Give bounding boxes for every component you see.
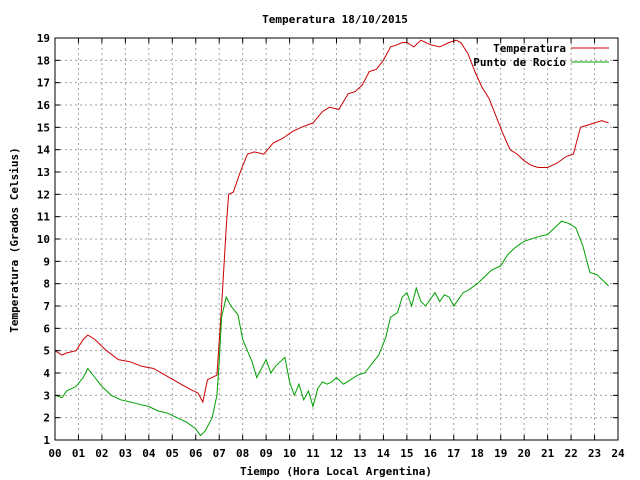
y-tick-label: 6 <box>43 322 50 335</box>
y-tick-label: 3 <box>43 389 50 402</box>
x-tick-label: 06 <box>189 447 203 460</box>
chart-title: Temperatura 18/10/2015 <box>262 13 408 26</box>
x-tick-label: 22 <box>564 447 577 460</box>
x-tick-label: 08 <box>236 447 249 460</box>
y-tick-label: 5 <box>43 345 50 358</box>
y-tick-label: 8 <box>43 278 50 291</box>
legend: Temperatura Punto de Rocío <box>473 42 609 69</box>
series-lines <box>54 39 609 437</box>
y-tick-label: 10 <box>37 233 50 246</box>
x-tick-label: 10 <box>283 447 296 460</box>
y-tick-label: 7 <box>43 300 50 313</box>
x-tick-label: 05 <box>166 447 179 460</box>
legend-label-temperatura: Temperatura <box>493 42 566 55</box>
x-tick-label: 07 <box>213 447 226 460</box>
x-tick-label: 03 <box>119 447 132 460</box>
y-axis-label: Temperatura (Grados Celsius) <box>8 147 21 332</box>
x-tick-label: 21 <box>541 447 555 460</box>
y-tick-label: 16 <box>37 99 51 112</box>
y-tick-label: 12 <box>37 188 50 201</box>
x-tick-label: 16 <box>424 447 438 460</box>
y-tick-label: 14 <box>37 144 51 157</box>
x-tick-label: 00 <box>48 447 61 460</box>
x-tick-label: 18 <box>471 447 484 460</box>
x-tick-label: 17 <box>447 447 460 460</box>
x-tick-label: 04 <box>142 447 156 460</box>
x-tick-label: 19 <box>494 447 507 460</box>
y-tick-label: 11 <box>37 211 51 224</box>
y-tick-label: 18 <box>37 54 50 67</box>
y-tick-label: 15 <box>37 121 50 134</box>
x-tick-label: 20 <box>518 447 531 460</box>
y-tick-label: 17 <box>37 77 50 90</box>
y-tick-label: 9 <box>43 255 50 268</box>
series-line-punto-de-rocio <box>54 220 609 437</box>
x-tick-label: 01 <box>72 447 86 460</box>
x-tick-label: 11 <box>306 447 320 460</box>
x-tick-label: 13 <box>353 447 366 460</box>
series-line-temperatura <box>54 39 609 404</box>
x-tick-label: 12 <box>330 447 343 460</box>
legend-label-punto-de-rocio: Punto de Rocío <box>473 56 566 69</box>
x-tick-label: 09 <box>260 447 273 460</box>
x-tick-label: 23 <box>588 447 601 460</box>
x-tick-label: 15 <box>400 447 413 460</box>
x-tick-label: 14 <box>377 447 391 460</box>
x-tick-label: 02 <box>95 447 108 460</box>
y-tick-label: 13 <box>37 166 50 179</box>
x-axis-label: Tiempo (Hora Local Argentina) <box>240 465 432 478</box>
y-tick-label: 19 <box>37 32 50 45</box>
y-tick-label: 1 <box>43 434 50 447</box>
y-tick-label: 4 <box>43 367 50 380</box>
grid-lines <box>55 38 618 440</box>
x-tick-label: 24 <box>611 447 625 460</box>
y-tick-label: 2 <box>43 412 50 425</box>
